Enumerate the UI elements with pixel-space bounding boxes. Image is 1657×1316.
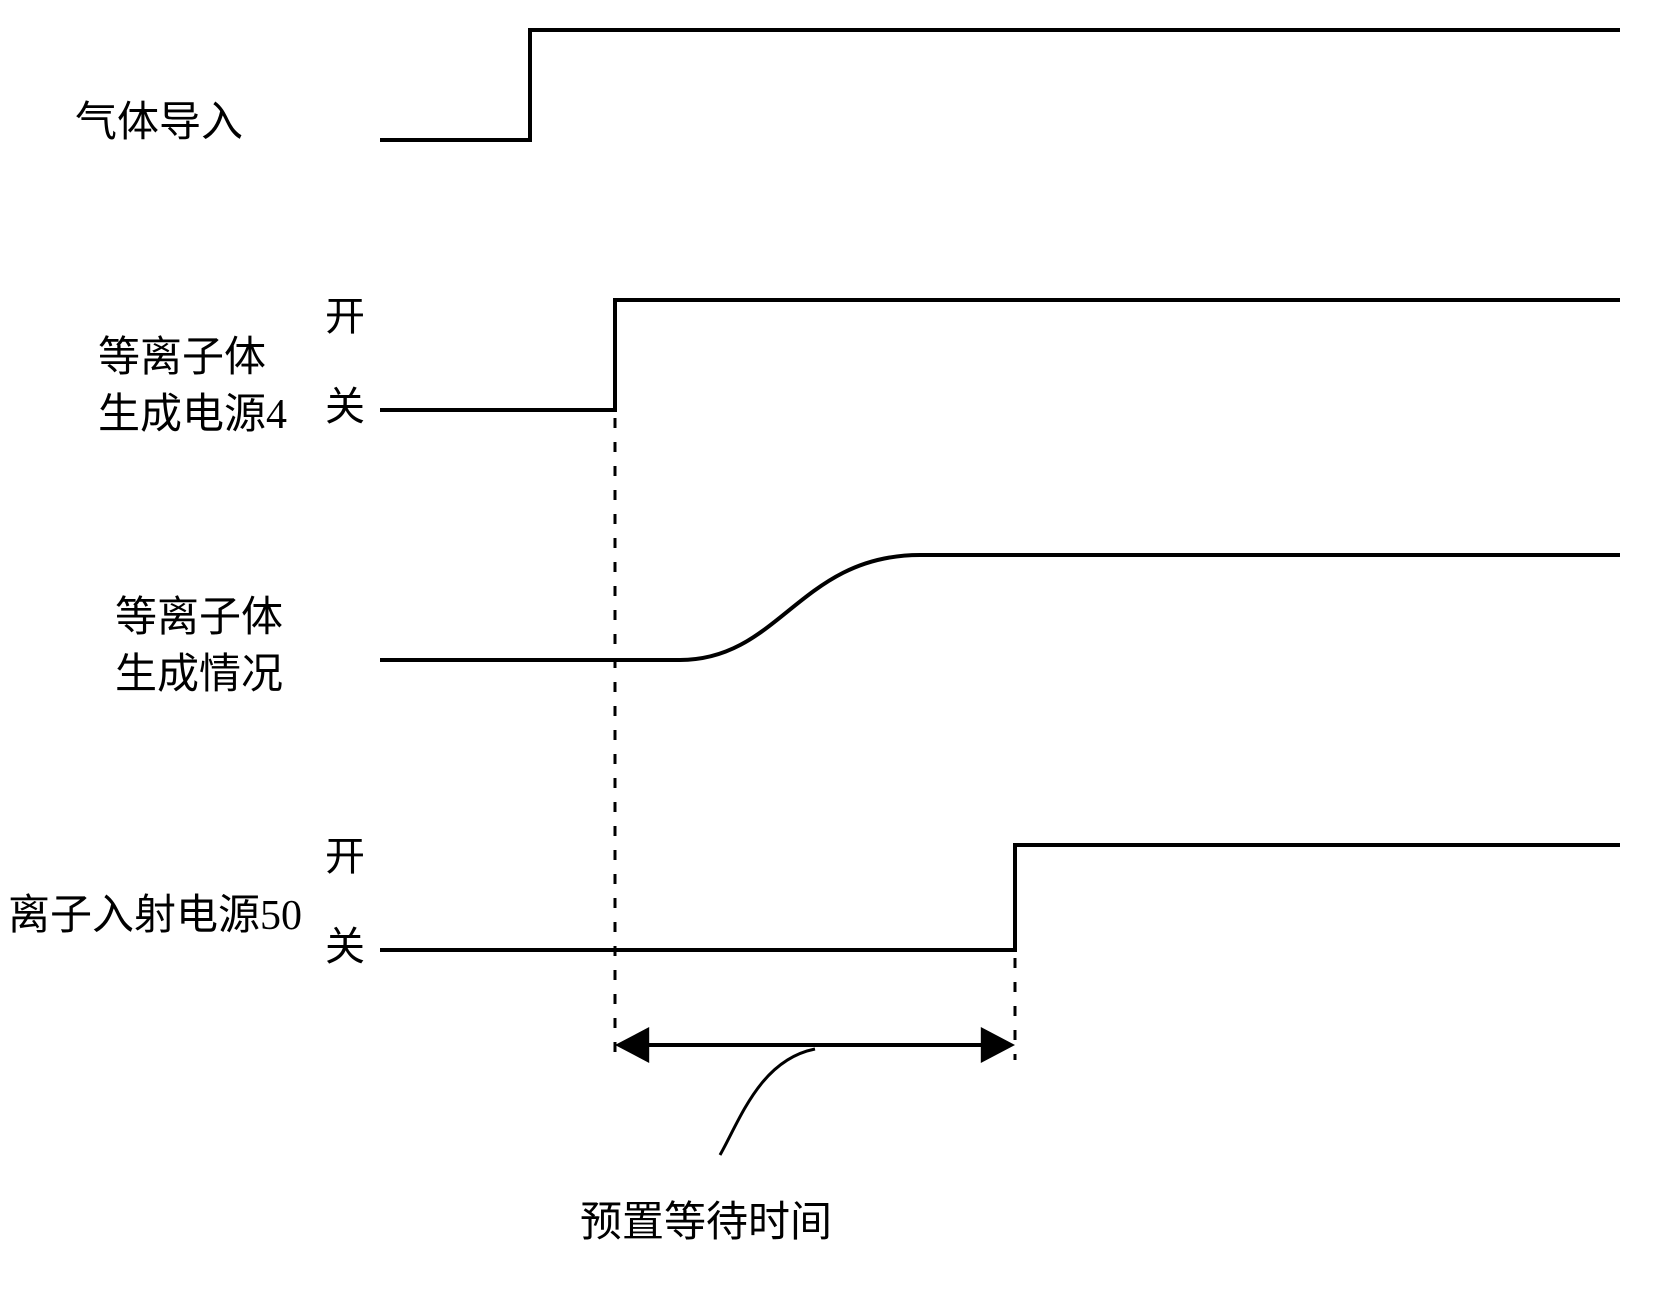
timing-svg [0, 0, 1657, 1316]
timing-diagram: 气体导入 等离子体 生成电源4 开 关 等离子体 生成情况 离子入射电源50 开… [0, 0, 1657, 1316]
